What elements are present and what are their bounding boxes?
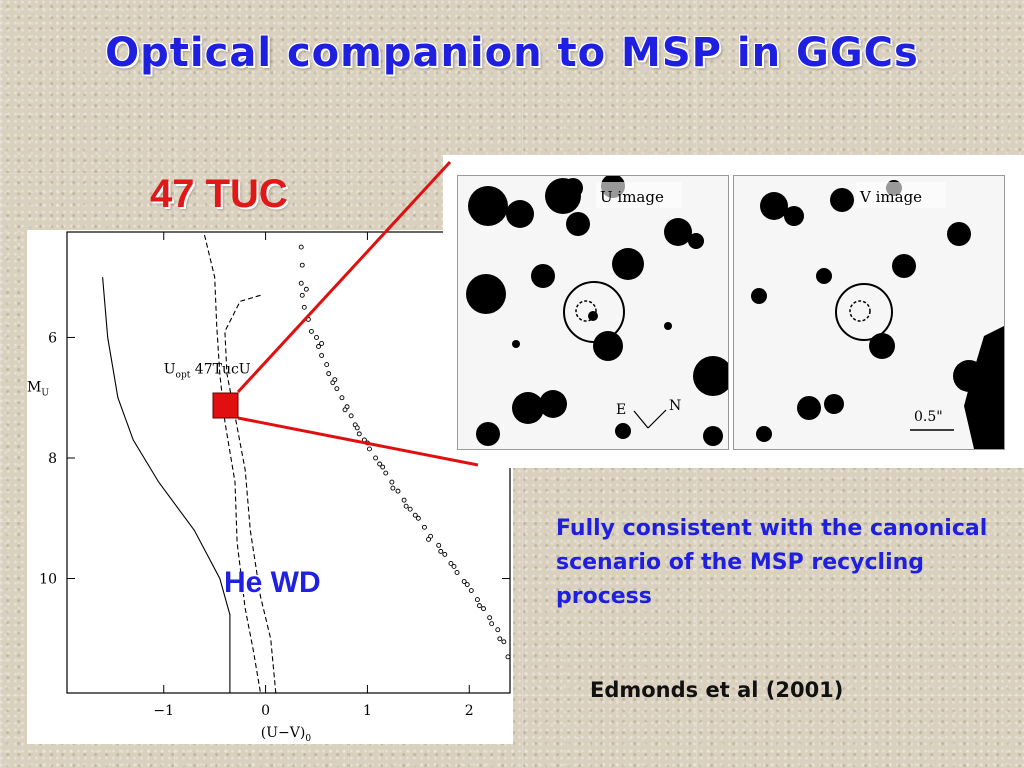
star-point [383,470,389,476]
compass-east-label: E [616,402,626,418]
star-point [319,353,325,358]
star-point [390,485,396,491]
star-point [464,582,470,587]
x-tick-label: 0 [261,703,270,719]
scale-bar-label: 0.5" [914,409,943,425]
star-point [436,542,442,548]
star-point [487,615,493,621]
cmd-chart-svg: −1 0 1 2 6 8 10 (U−V)0 MU Uopt 47TucU [27,231,511,744]
star-point [505,654,511,660]
cluster-label: 47 TUC [150,172,288,216]
y-tick-label: 8 [48,451,57,467]
star-point [380,464,386,470]
cooling-track-dashed [203,234,262,694]
star-point [474,597,480,603]
star-point [373,455,379,461]
star-point [319,341,325,346]
star-point [356,431,362,437]
star-point [497,636,503,642]
star-point [299,262,305,268]
star-point [314,335,319,340]
star-point [298,280,304,286]
star-point [501,639,507,645]
star-point [489,621,495,627]
star-point [495,627,501,633]
cooling-track-solid [102,277,231,693]
star-point [303,286,309,292]
star-point [334,386,340,392]
star-point [476,603,482,609]
x-tick-label: 2 [465,703,474,719]
star-point [308,328,314,334]
star-point [454,570,460,575]
star-point [407,506,413,512]
v-image-panel: 0.5" V image [733,175,1005,450]
slide-title: Optical companion to MSP in GGCs [105,30,919,76]
citation: Edmonds et al (2001) [590,678,844,702]
star-point [461,579,467,584]
star-point [364,440,370,446]
v-image-label: V image [859,188,922,206]
star-point [332,377,338,383]
y-tick-label: 10 [39,572,57,588]
star-point [438,548,444,554]
star-point [389,479,395,485]
star-point [348,413,354,419]
star-point [481,606,486,612]
star-point [426,536,431,542]
companion-point-label: Uopt 47TucU [164,362,251,381]
y-axis-label: MU [27,380,49,399]
star-point [422,524,427,530]
star-point [339,395,345,401]
star-point [395,488,401,494]
he-wd-label: He WD [224,566,321,599]
cooling-track-dashed [224,294,277,694]
star-point [342,407,348,413]
y-tick-label: 6 [48,330,57,346]
star-point [403,503,409,509]
x-tick-label: 1 [363,703,372,719]
summary-text: Fully consistent with the canonical scen… [556,516,988,609]
star-point [412,512,418,518]
star-point [354,425,360,431]
star-point [298,244,304,250]
star-point [401,497,407,503]
cmd-plot: −1 0 1 2 6 8 10 (U−V)0 MU Uopt 47TucU [27,230,513,744]
optical-images: E N U image 0.5" V image [443,155,1024,468]
star-point [367,446,372,452]
x-axis-label: (U−V)0 [261,725,312,744]
star-point [442,551,448,557]
compass-north-label: N [669,398,681,414]
star-point [324,362,330,368]
star-point [299,292,305,298]
u-image-label: U image [600,188,664,206]
u-image-panel: E N U image [457,175,729,450]
star-point [451,564,457,569]
star-point [448,560,454,566]
star-point [468,588,474,594]
x-tick-label: −1 [153,703,174,719]
star-point [326,371,332,377]
star-point [305,316,311,322]
star-point [301,304,307,310]
star-point [415,515,421,521]
